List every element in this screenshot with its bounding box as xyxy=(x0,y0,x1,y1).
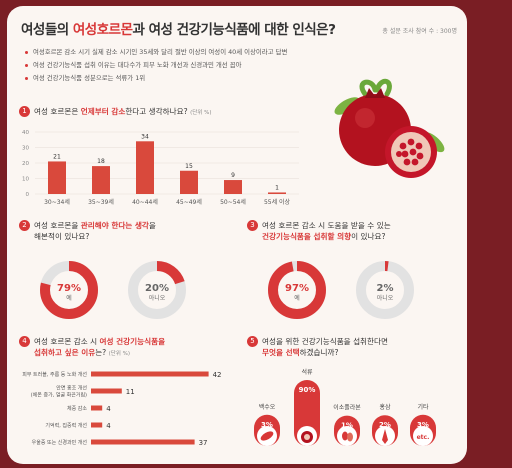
data-label: 42 xyxy=(213,371,222,379)
y-tick-label: 30 xyxy=(22,146,29,152)
ginseng-shape xyxy=(382,429,388,444)
data-label: 2% xyxy=(379,421,391,429)
bar xyxy=(136,141,154,194)
summary-bullet: 여성호르몬 감소 시기 실제 감소 시기인 35세와 달리 절반 이상의 여성이… xyxy=(25,46,287,59)
bar xyxy=(91,405,103,411)
category-label: 피부 트러블, 주름 등 노화 개선 xyxy=(22,371,87,378)
y-tick-label: 0 xyxy=(26,192,30,198)
donut-label: 아니오 xyxy=(377,294,394,302)
x-tick-label: 50~54세 xyxy=(220,198,246,206)
question-number-badge: 2 xyxy=(19,220,30,231)
page-title: 여성들의 여성호르몬과 여성 건강기능식품에 대한 인식은? xyxy=(21,22,336,38)
data-label: 4 xyxy=(106,405,111,413)
x-tick-label: 55세 이상 xyxy=(264,198,291,206)
category-label: 우울증 또는 신경과민 개선 xyxy=(32,439,88,446)
category-label: 석류 xyxy=(301,368,313,376)
donut-label: 아니오 xyxy=(149,294,166,302)
donut-label: 예 xyxy=(66,294,72,302)
y-tick-label: 20 xyxy=(22,161,29,167)
bean-shape xyxy=(342,431,348,441)
data-label: 15 xyxy=(185,163,193,170)
question-4: 4 여성 호르몬 감소 시 여성 건강기능식품을 섭취하고 싶은 이유는? (단위 … xyxy=(19,336,165,360)
category-label: 홍삼 xyxy=(379,403,391,411)
bar xyxy=(92,166,110,194)
pomegranate-illustration xyxy=(334,78,445,178)
donut-slice xyxy=(40,261,98,319)
donut-value: 79% xyxy=(57,283,81,294)
category-label: 기억력, 집중력 개선 xyxy=(45,422,87,429)
question-number-badge: 3 xyxy=(247,220,258,231)
category-label: (체온 증가, 얼굴 화끈거림) xyxy=(31,392,87,399)
question-3: 3 여성 호르몬 감소 시 도움을 받을 수 있는 건강기능식품을 섭취할 의향이 … xyxy=(247,220,391,242)
data-label: 90% xyxy=(299,386,316,394)
question-1: 1 여성 호르몬은 언제부터 감소한다고 생각하나요? (단위 %) xyxy=(19,106,211,119)
x-tick-label: 30~34세 xyxy=(44,198,70,206)
data-label: 9 xyxy=(231,172,235,179)
summary-bullets: 여성호르몬 감소 시기 실제 감소 시기인 35세와 달리 절반 이상의 여성이… xyxy=(25,46,287,85)
bar xyxy=(224,180,242,194)
data-label: 3% xyxy=(417,421,429,429)
etc-icon xyxy=(413,426,433,446)
hormone-management-donuts: 79%예 20%아니오 xyxy=(40,261,186,319)
summary-bullet: 여성 건강기능식품 성분으로는 석류가 1위 xyxy=(25,72,287,85)
data-label: 37 xyxy=(199,439,208,447)
bar xyxy=(48,161,66,194)
category-label: 기타 xyxy=(417,403,429,411)
data-label: 18 xyxy=(97,158,105,165)
summary-bullet: 여성 건강기능식품 섭취 이유는 대다수가 피부 노화 개선과 신경과민 개선 … xyxy=(25,59,287,72)
etc-label: etc. xyxy=(417,434,430,441)
bar xyxy=(91,439,195,445)
bar xyxy=(91,422,103,428)
donut-slice xyxy=(356,261,414,319)
bar xyxy=(91,371,209,377)
sweet-potato-shape xyxy=(260,431,274,441)
y-tick-label: 40 xyxy=(22,130,29,136)
question-5: 5 여성을 위한 건강기능식품을 섭취한다면 무엇을 선택하겠습니까? xyxy=(247,336,388,358)
question-number-badge: 5 xyxy=(247,336,258,347)
data-label: 1 xyxy=(275,184,279,191)
age-bar-chart: 0 10 20 30 40 21 30~34세 18 35~39세 34 40~44세 15 45~49… xyxy=(22,130,299,206)
question-2: 2 여성 호르몬을 관리해야 한다는 생각을 해본적이 있나요? xyxy=(19,220,156,242)
x-tick-label: 45~49세 xyxy=(176,198,202,206)
donut-slice xyxy=(268,261,326,319)
ingredient-choice-chart: 백수오 3% 석류 90% 이소플라본 1% 홍삼 2% 기타 3% etc. xyxy=(254,368,436,446)
y-tick-label: 10 xyxy=(22,177,29,183)
question-number-badge: 4 xyxy=(19,336,30,347)
bean-shape xyxy=(347,432,353,442)
donut-value: 2% xyxy=(377,283,394,294)
category-label: 이소플라본 xyxy=(333,404,361,412)
category-label: 체중 감소 xyxy=(67,405,87,412)
donut-label: 예 xyxy=(294,294,300,302)
intake-intention-donuts: 97%예 2%아니오 xyxy=(268,261,414,319)
infographic-card: 여성들의 여성호르몬과 여성 건강기능식품에 대한 인식은? 총 설문 조사 참… xyxy=(7,6,467,464)
category-label: 안면 홍조 개선 xyxy=(56,385,87,392)
intake-reason-bar-chart: 피부 트러블, 주름 등 노화 개선 42 안면 홍조 개선(체온 증가, 얼굴 화… xyxy=(22,371,222,447)
donut-value: 97% xyxy=(285,283,309,294)
donut-value: 20% xyxy=(145,283,169,294)
data-label: 21 xyxy=(53,153,61,160)
x-tick-label: 40~44세 xyxy=(132,198,158,206)
data-label: 1% xyxy=(341,422,353,430)
data-label: 3% xyxy=(261,421,273,429)
bar xyxy=(268,192,286,194)
bar xyxy=(91,388,122,394)
donut-slice xyxy=(128,261,186,319)
category-label: 백수오 xyxy=(259,403,276,411)
pomegranate-seed-shape xyxy=(304,434,310,440)
data-label: 11 xyxy=(126,388,135,396)
data-label: 34 xyxy=(141,133,149,140)
x-tick-label: 35~39세 xyxy=(88,198,114,206)
question-number-badge: 1 xyxy=(19,106,30,117)
data-label: 4 xyxy=(106,422,111,430)
bar xyxy=(180,170,198,194)
respondent-count: 총 설문 조사 참여 수 : 300명 xyxy=(382,28,457,35)
